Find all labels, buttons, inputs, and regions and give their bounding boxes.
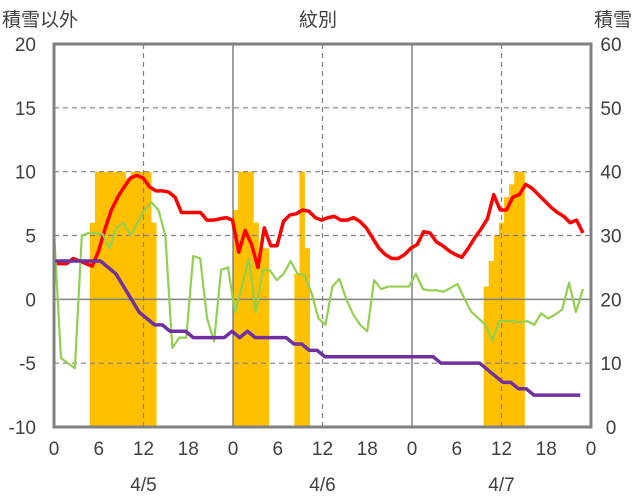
right-ytick-label: 10 [600, 354, 621, 375]
xtick-label: 6 [451, 439, 462, 460]
xtick-label: 18 [178, 439, 199, 460]
date-label: 4/6 [309, 475, 335, 496]
right-ytick-label: 60 [600, 35, 621, 56]
snow-depth-bar [509, 184, 515, 427]
left-ytick-label: -5 [19, 354, 36, 375]
left-ytick-label: 0 [25, 290, 36, 311]
right-ytick-label: 40 [600, 163, 621, 184]
series-lines [52, 173, 585, 397]
snow-depth-bar [304, 248, 311, 427]
xtick-label: 6 [272, 439, 283, 460]
left-ytick-label: 15 [15, 99, 36, 120]
left-ytick-label: 10 [15, 163, 36, 184]
snow-depth-bar [253, 222, 259, 427]
xtick-label: 12 [491, 439, 512, 460]
xtick-label: 18 [357, 439, 378, 460]
xtick-label: 0 [586, 439, 597, 460]
chart-title: 紋別 [299, 9, 337, 31]
series-line [52, 201, 584, 370]
right-axis-title: 積雪 [594, 9, 632, 31]
right-ytick-label: 30 [600, 227, 621, 248]
xtick-label: 6 [93, 439, 104, 460]
snow-depth-bar [504, 197, 510, 427]
xtick-label: 0 [407, 439, 418, 460]
right-ytick-label: 50 [600, 99, 621, 120]
series-line [54, 173, 585, 270]
plot-frame [52, 42, 593, 429]
series-line [54, 259, 581, 397]
left-ytick-label: -10 [9, 418, 36, 439]
xtick-label: 18 [536, 439, 557, 460]
snow-depth-bar [233, 209, 239, 427]
snow-depth-bar [483, 286, 490, 427]
plot-border [52, 42, 593, 429]
xtick-label: 0 [49, 439, 60, 460]
snow-depth-bar [488, 261, 495, 427]
left-ytick-label: 20 [15, 35, 36, 56]
date-label: 4/7 [488, 475, 514, 496]
date-label: 4/5 [130, 475, 156, 496]
xtick-label: 12 [312, 439, 333, 460]
snow-depth-bar [125, 178, 132, 427]
xtick-label: 12 [133, 439, 154, 460]
left-ytick-label: 5 [25, 227, 36, 248]
left-axis-title: 積雪以外 [2, 9, 78, 31]
right-ytick-label: 20 [600, 290, 621, 311]
snow-depth-bar [294, 273, 300, 427]
snow-depth-bar [89, 222, 96, 427]
grid-lines [54, 44, 591, 427]
right-ytick-label: 0 [606, 418, 617, 439]
xtick-label: 0 [228, 439, 239, 460]
